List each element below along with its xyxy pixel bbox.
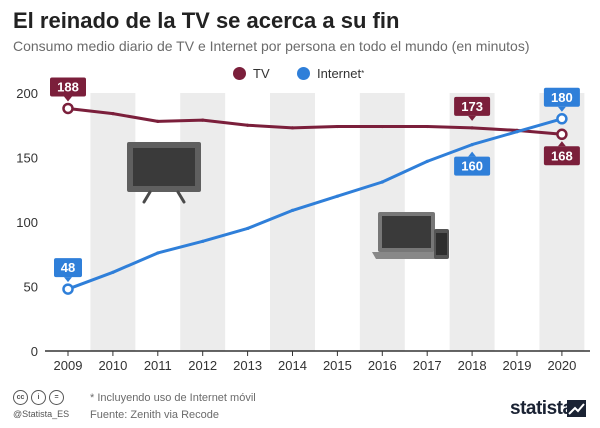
axes: 0 50 100 150 200 2009 2010 2011 2012 2013 2014 2015…: [16, 86, 590, 373]
data-point: [156, 251, 160, 255]
x-tick-label: 2019: [503, 358, 532, 373]
data-label-pointer: [64, 96, 72, 102]
series-line-internet: [67, 117, 563, 291]
data-label-box: 173: [454, 96, 491, 121]
data-label-pointer: [557, 141, 566, 147]
illustrations: [127, 142, 449, 259]
data-point: [470, 126, 474, 130]
data-point: [425, 159, 429, 163]
data-label-box: 188: [50, 77, 86, 102]
legend-footnote-marker: *: [361, 69, 365, 78]
data-point: [201, 118, 205, 122]
y-tick-label: 0: [31, 344, 38, 359]
data-point: [335, 124, 339, 129]
x-tick-label: 2009: [54, 358, 83, 373]
attribution-icon[interactable]: i: [31, 390, 46, 405]
band: [180, 93, 226, 351]
legend-swatch-tv: [233, 67, 246, 80]
data-label-bg: [454, 156, 491, 176]
legend-label-internet: Internet: [317, 66, 362, 81]
data-label-pointer: [64, 277, 72, 283]
data-point: [556, 128, 568, 141]
legend: TV Internet *: [0, 66, 600, 86]
data-label: 48: [61, 260, 75, 275]
x-tick-label: 2020: [547, 358, 576, 373]
footnote: * Incluyendo uso de Internet móvil: [90, 392, 256, 404]
cc-icon[interactable]: cc: [13, 390, 28, 405]
tv-icon: [127, 142, 201, 204]
data-point: [556, 113, 568, 125]
data-label: 173: [461, 99, 483, 114]
legend-swatch-internet: [297, 67, 310, 80]
x-tick-label: 2011: [144, 358, 172, 373]
x-tick-label: 2013: [233, 358, 262, 373]
license-icons: cc i =: [13, 390, 64, 405]
x-tick-label: 2018: [458, 358, 487, 373]
data-point: [62, 102, 74, 115]
x-tick-label: 2012: [188, 358, 217, 373]
data-label-pointer: [557, 106, 566, 112]
y-tick-label: 150: [16, 151, 38, 166]
y-tick-label: 50: [24, 280, 38, 295]
data-label-pointer: [468, 115, 477, 121]
data-point: [246, 123, 250, 127]
data-label-bg: [454, 96, 491, 116]
data-point: [111, 112, 115, 116]
data-label-box: 48: [54, 258, 82, 283]
data-point: [515, 130, 519, 134]
data-label: 160: [461, 159, 483, 174]
chart-title: El reinado de la TV se acerca a su fin: [13, 8, 400, 33]
data-point: [62, 283, 74, 295]
series: [62, 102, 568, 295]
data-label-pointer: [468, 151, 477, 157]
y-tick-label: 200: [16, 86, 38, 101]
data-point: [335, 194, 339, 198]
x-tick-label: 2014: [278, 358, 307, 373]
data-point: [425, 124, 429, 129]
data-label-bg: [543, 146, 580, 166]
social-handle[interactable]: @Statista_ES: [13, 409, 70, 419]
x-tick-label: 2016: [368, 358, 397, 373]
band: [270, 93, 315, 351]
series-line-tv: [67, 106, 563, 136]
data-label: 188: [57, 79, 79, 94]
data-point: [201, 239, 205, 243]
smartphone-icon: [434, 229, 449, 259]
data-point: [380, 180, 384, 184]
data-label: 180: [551, 90, 573, 105]
data-point: [111, 270, 115, 274]
legend-item-tv[interactable]: TV: [233, 66, 270, 81]
alternating-bands: [90, 93, 585, 351]
x-tick-label: 2010: [98, 358, 127, 373]
data-label-bg: [543, 87, 580, 107]
laptop-icon: [372, 212, 441, 259]
data-label-box: 160: [454, 151, 491, 176]
y-tick-label: 100: [16, 215, 38, 230]
band: [449, 93, 495, 351]
data-label-bg: [54, 258, 82, 278]
data-label-bg: [50, 77, 86, 97]
data-point: [290, 126, 295, 130]
data-label: 168: [551, 148, 573, 163]
data-point: [246, 226, 250, 231]
band: [90, 93, 136, 351]
chart-subtitle: Consumo medio diario de TV e Internet po…: [13, 38, 530, 54]
x-tick-label: 2017: [413, 358, 442, 373]
data-point: [380, 124, 384, 129]
legend-item-internet[interactable]: Internet *: [297, 66, 364, 81]
data-point: [290, 208, 295, 212]
data-labels: 188 173 168 48 160 180: [50, 77, 580, 283]
data-label-box: 168: [543, 141, 580, 166]
brand-logo-icon: [567, 400, 586, 417]
no-derivatives-icon[interactable]: =: [49, 390, 64, 405]
data-label-box: 180: [543, 87, 580, 112]
source-note: Fuente: Zenith via Recode: [90, 409, 220, 421]
x-tick-label: 2015: [323, 358, 352, 373]
legend-label-tv: TV: [253, 66, 270, 81]
data-point: [156, 119, 160, 123]
brand-logo[interactable]: statista: [510, 398, 573, 419]
data-point: [470, 143, 474, 147]
